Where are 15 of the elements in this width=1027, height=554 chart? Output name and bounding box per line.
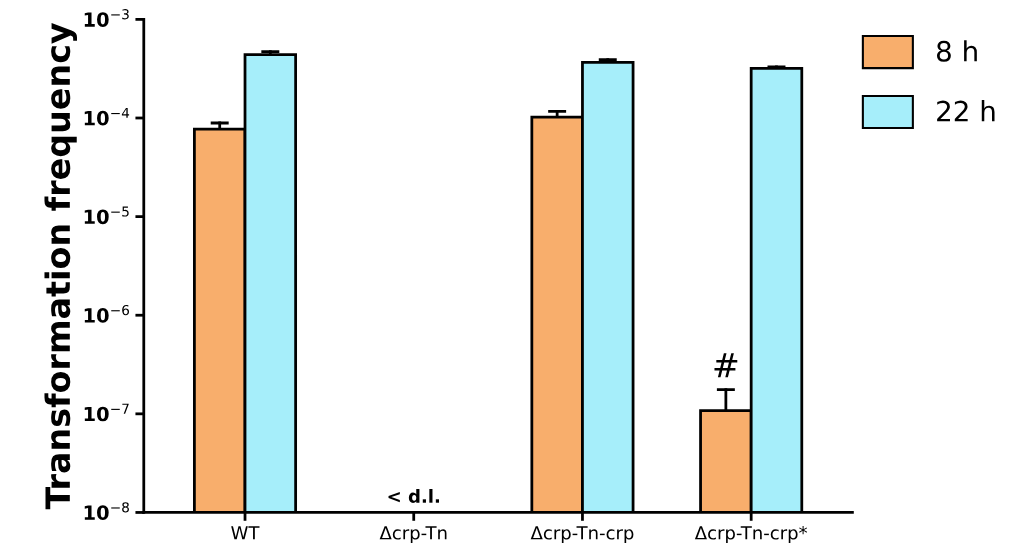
x-tick-label: Δcrp-Tn-crp bbox=[530, 526, 634, 544]
y-tick-label: 10$^{−6}$ bbox=[84, 304, 130, 323]
legend-label: 22 h bbox=[937, 100, 995, 122]
annotation: < d.l. bbox=[388, 488, 440, 503]
annotation: # bbox=[714, 353, 738, 378]
y-tick-label: 10$^{−3}$ bbox=[84, 9, 129, 27]
x-tick-label: WT bbox=[231, 526, 260, 540]
legend-label: 8 h bbox=[936, 40, 977, 62]
y-tick-label: 10$^{−8}$ bbox=[84, 502, 129, 520]
x-tick-label: Δcrp-Tn-crp* bbox=[694, 525, 808, 544]
y-tick-label: 10$^{−7}$ bbox=[84, 403, 129, 422]
y-axis-title: Transformation frequency bbox=[44, 22, 77, 510]
x-tick-label: Δcrp-Tn bbox=[379, 526, 447, 544]
y-tick-label: 10$^{−4}$ bbox=[84, 107, 130, 126]
y-tick-label: 10$^{−5}$ bbox=[84, 206, 129, 225]
